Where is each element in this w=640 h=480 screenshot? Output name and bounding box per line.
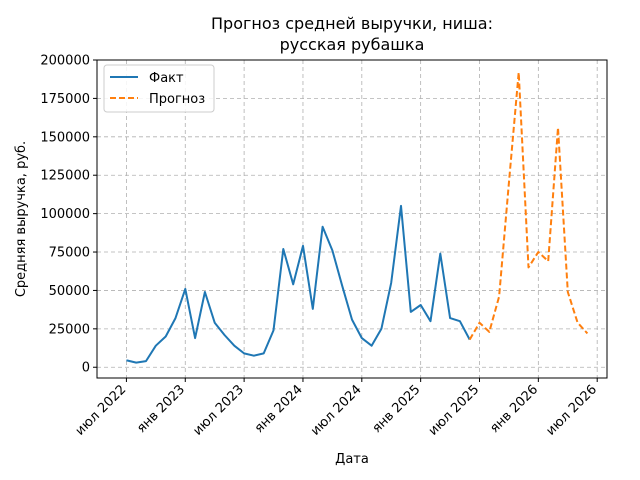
legend-label-forecast: Прогноз — [149, 92, 205, 107]
series-line-forecast — [468, 71, 589, 341]
chart-title-line-1: Прогноз средней выручки, ниша: — [211, 14, 493, 33]
y-tick-label: 100000 — [40, 207, 90, 222]
chart-title-line-2: русская рубашка — [280, 35, 425, 54]
plot-frame — [96, 59, 608, 379]
legend: Факт Прогноз — [103, 64, 215, 113]
legend-label-fact: Факт — [149, 71, 184, 86]
y-tick-label: 25000 — [49, 322, 90, 337]
x-axis-label: Дата — [335, 452, 369, 467]
y-tick-label: 150000 — [40, 130, 90, 145]
y-tick-label: 125000 — [40, 169, 90, 184]
series-line-fact — [126, 204, 471, 364]
y-tick-label: 200000 — [40, 54, 90, 69]
y-axis-label: Средняя выручка, руб. — [14, 141, 29, 297]
y-tick-label: 0 — [82, 361, 90, 376]
y-tick-label: 50000 — [49, 284, 90, 299]
y-tick-label: 75000 — [49, 246, 90, 261]
y-axis: 0 25000 50000 75000 100000 125000 150000 175000… — [40, 54, 97, 376]
series-layer — [126, 71, 589, 364]
y-tick-label: 175000 — [40, 92, 90, 107]
